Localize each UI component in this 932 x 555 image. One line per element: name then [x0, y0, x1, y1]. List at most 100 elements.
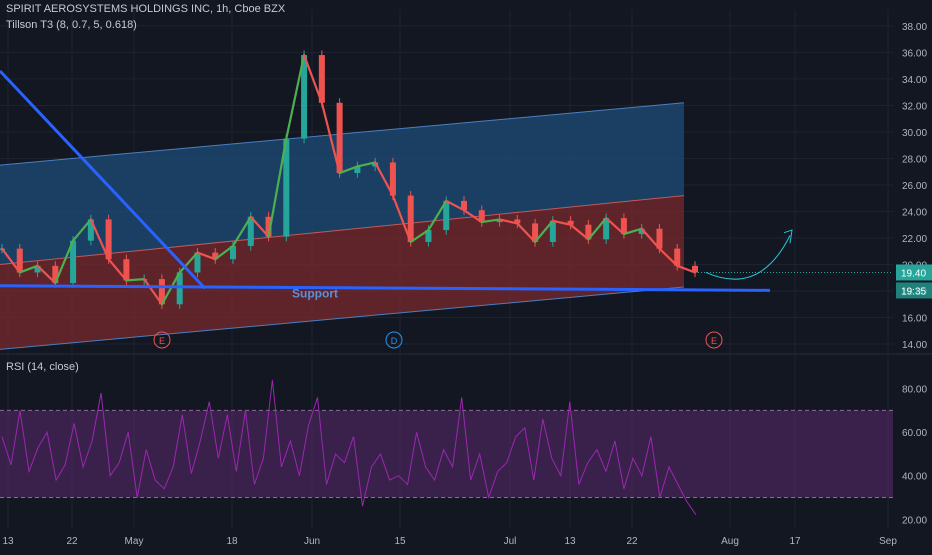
candle-body: [16, 248, 23, 273]
channel-upper-band: [0, 102, 684, 265]
descending-trendline: [0, 69, 207, 290]
t3-segment: [356, 161, 377, 168]
rsi-tick-label: 60.00: [902, 428, 927, 439]
candle-body: [336, 102, 343, 174]
time-tick-label: 17: [789, 536, 801, 547]
time-tick-label: Jul: [504, 536, 517, 547]
rsi-tick-label: 40.00: [902, 472, 927, 483]
price-tick-label: 32.00: [902, 101, 927, 112]
t3-segment: [178, 251, 199, 274]
t3-segment: [587, 217, 608, 241]
t3-segment: [605, 217, 626, 236]
candle-body: [70, 240, 77, 284]
countdown-text: 19:35: [901, 286, 926, 297]
t3-segment: [231, 215, 252, 248]
rsi-band: [0, 410, 893, 498]
candle-body: [230, 245, 236, 260]
t3-segment: [267, 137, 288, 238]
t3-segment: [71, 218, 92, 242]
t3-segment: [338, 165, 359, 175]
time-tick-label: 15: [394, 536, 406, 547]
t3-segment: [89, 218, 110, 261]
t3-segment: [196, 251, 217, 261]
candle-body: [656, 228, 663, 249]
t3-segment: [640, 227, 661, 250]
candle-body: [692, 265, 698, 273]
rsi-line: [1, 379, 697, 516]
candle-body: [638, 228, 645, 235]
t3-segment: [427, 199, 448, 232]
projection-arrowhead: [783, 229, 793, 244]
t3-segment: [125, 277, 146, 282]
candle-body: [123, 259, 130, 281]
candle-body: [674, 248, 681, 266]
candle-body: [425, 230, 432, 242]
candle-body: [176, 272, 183, 305]
last-price-badge: [896, 264, 932, 281]
t3-segment: [445, 199, 466, 212]
t3-segment: [569, 223, 590, 241]
price-tick-label: 30.00: [902, 128, 927, 139]
price-tick-label: 16.00: [902, 314, 927, 325]
candle-body: [52, 265, 59, 284]
t3-segment: [214, 244, 235, 261]
candle-body: [212, 252, 219, 260]
t3-segment: [285, 53, 306, 140]
price-tick-label: 34.00: [902, 75, 927, 86]
countdown-badge: [896, 282, 932, 299]
price-tick-label: 26.00: [902, 181, 927, 192]
last-price-text: 19.40: [901, 268, 926, 279]
t3-segment: [498, 218, 519, 225]
candle-body: [301, 55, 308, 139]
candle-body: [318, 55, 325, 103]
t3-segment: [658, 247, 679, 267]
event-badge: [385, 331, 403, 349]
time-tick-label: Aug: [721, 536, 739, 547]
candle-body: [158, 279, 165, 305]
t3-segment: [480, 218, 501, 224]
symbol-legend[interactable]: SPIRIT AEROSYSTEMS HOLDINGS INC, 1h, Cbo…: [6, 3, 285, 15]
time-tick-label: Sep: [879, 536, 897, 547]
symbol-title: SPIRIT AEROSYSTEMS HOLDINGS INC, 1h, Cbo…: [6, 3, 286, 15]
time-tick-label: 13: [564, 536, 576, 547]
t3-segment: [143, 277, 164, 306]
t3-segment: [249, 215, 270, 238]
candle-body: [87, 219, 94, 241]
t3-segment: [320, 101, 341, 175]
candle-body: [354, 166, 361, 174]
t3-segment: [462, 209, 483, 224]
event-badge: [153, 331, 171, 349]
event-badge-letter: D: [391, 336, 398, 346]
rsi-title: RSI (14, close): [6, 361, 79, 373]
support-line: [0, 284, 771, 292]
time-tick-label: 22: [66, 536, 78, 547]
t3-segment: [551, 219, 572, 226]
time-tick-label: 22: [626, 536, 638, 547]
candle-body: [620, 218, 627, 235]
t3-legend[interactable]: Tillson T3 (8, 0.7, 5, 0.618): [6, 19, 137, 31]
rsi-legend[interactable]: RSI (14, close): [6, 361, 79, 373]
candle-body: [549, 220, 556, 242]
candle-body: [603, 218, 610, 240]
candle-body: [443, 200, 450, 231]
time-tick-label: May: [125, 536, 144, 547]
event-badge-letter: E: [159, 336, 165, 346]
t3-segment: [160, 271, 181, 306]
t3-segment: [622, 227, 643, 236]
event-badge: [705, 331, 723, 349]
candle-body: [407, 195, 414, 242]
time-tick-label: 18: [226, 536, 238, 547]
candle-body: [389, 162, 396, 196]
t3-segment: [516, 222, 537, 244]
price-tick-label: 24.00: [902, 207, 927, 218]
candle-body: [461, 200, 467, 211]
candle-body: [105, 219, 112, 260]
candle-body: [532, 223, 539, 242]
price-tick-label: 14.00: [902, 340, 927, 351]
candle-body: [34, 265, 41, 273]
price-tick-label: 38.00: [902, 22, 927, 33]
candle-body: [283, 138, 290, 237]
t3-segment: [374, 161, 395, 197]
